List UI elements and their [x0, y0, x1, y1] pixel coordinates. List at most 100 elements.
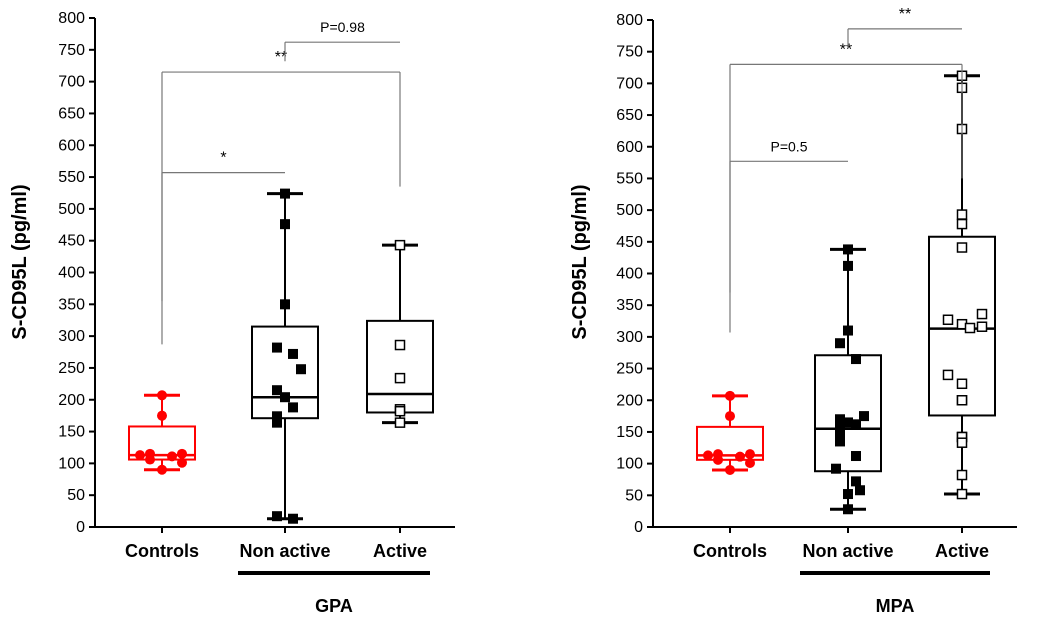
significance-label: *	[220, 150, 226, 167]
data-point	[713, 454, 723, 465]
data-point	[280, 299, 290, 310]
box-iqr	[366, 319, 434, 414]
y-tick-label: 550	[58, 169, 85, 186]
data-point	[272, 385, 282, 396]
x-category-label: Non active	[802, 541, 893, 561]
y-tick-label: 50	[625, 487, 643, 504]
data-point	[843, 260, 853, 271]
data-point	[394, 339, 406, 351]
data-point	[745, 449, 755, 460]
significance-label: P=0.5	[771, 138, 808, 154]
data-point	[745, 457, 755, 468]
data-point	[272, 511, 282, 522]
data-point	[394, 239, 406, 251]
x-category-label: Active	[935, 541, 989, 561]
data-point	[280, 188, 290, 199]
y-tick-label: 150	[616, 424, 643, 441]
data-point	[272, 417, 282, 428]
box-plot-non-active	[814, 247, 882, 511]
data-point	[394, 372, 406, 384]
y-tick-label: 500	[616, 202, 643, 219]
data-point	[288, 513, 298, 524]
y-axis-title: S-CD95L (pg/ml)	[569, 184, 591, 339]
data-point	[851, 419, 861, 430]
y-tick-label: 450	[616, 234, 643, 251]
y-tick-label: 100	[616, 456, 643, 473]
data-point	[964, 322, 976, 334]
data-point	[272, 411, 282, 422]
data-point	[177, 457, 187, 468]
data-point	[956, 437, 968, 448]
group-label: MPA	[876, 596, 915, 616]
data-point	[956, 395, 968, 406]
y-tick-label: 300	[58, 328, 85, 345]
data-point	[956, 218, 968, 230]
significance-bracket: **	[847, 6, 962, 48]
significance-bracket: *	[161, 150, 285, 345]
significance-bracket: **	[729, 41, 963, 293]
box-plot-active	[366, 243, 434, 425]
y-tick-label: 500	[58, 201, 85, 218]
data-point	[725, 411, 735, 422]
y-tick-label: 350	[58, 296, 85, 313]
data-point	[956, 242, 968, 253]
x-category-label: Non active	[239, 541, 330, 561]
data-point	[835, 414, 845, 425]
data-point	[843, 325, 853, 336]
x-category-label: Active	[373, 541, 427, 561]
data-point	[956, 469, 968, 481]
y-tick-label: 550	[616, 170, 643, 187]
y-tick-label: 600	[58, 137, 85, 154]
y-tick-label: 750	[58, 42, 85, 59]
group-label: GPA	[315, 596, 353, 616]
y-tick-label: 50	[67, 487, 85, 504]
data-point	[976, 308, 988, 320]
x-category-label: Controls	[693, 541, 767, 561]
y-tick-label: 750	[616, 44, 643, 61]
data-point	[942, 314, 954, 326]
data-point	[288, 402, 298, 413]
data-point	[843, 417, 853, 428]
y-tick-label: 200	[58, 392, 85, 409]
data-point	[280, 392, 290, 403]
y-tick-label: 400	[58, 265, 85, 282]
data-point	[942, 369, 954, 381]
data-point	[157, 464, 167, 475]
data-point	[835, 436, 845, 447]
significance-bracket: P=0.98	[284, 19, 400, 62]
y-tick-label: 300	[616, 329, 643, 346]
box-iqr	[251, 325, 319, 420]
data-point	[703, 450, 713, 461]
data-point	[843, 504, 853, 515]
data-point	[177, 448, 187, 459]
y-tick-label: 350	[616, 297, 643, 314]
data-point	[831, 463, 841, 474]
data-point	[735, 451, 745, 462]
y-tick-label: 0	[76, 519, 85, 536]
data-point	[859, 411, 869, 422]
data-point	[725, 390, 735, 401]
y-tick-label: 800	[616, 12, 643, 29]
data-point	[851, 476, 861, 487]
data-point	[296, 364, 306, 375]
data-point	[843, 244, 853, 255]
data-point	[288, 348, 298, 359]
y-tick-label: 450	[58, 233, 85, 250]
y-tick-label: 650	[616, 107, 643, 124]
y-tick-label: 250	[58, 360, 85, 377]
significance-bracket: P=0.5	[729, 138, 848, 333]
data-point	[167, 451, 177, 462]
y-tick-label: 600	[616, 139, 643, 156]
data-point	[851, 354, 861, 365]
y-tick-label: 800	[58, 10, 85, 27]
data-point	[157, 410, 167, 421]
chart-panel-left: 0 50 100 150 200 250 300 350 400 450 500 550 600 650 7…	[9, 10, 455, 616]
data-point	[851, 451, 861, 462]
box-plot-non-active	[251, 192, 319, 521]
data-point	[135, 450, 145, 461]
significance-bracket: **	[161, 49, 401, 302]
box-iqr	[814, 354, 882, 473]
y-tick-label: 0	[634, 519, 643, 536]
data-point	[394, 405, 406, 417]
